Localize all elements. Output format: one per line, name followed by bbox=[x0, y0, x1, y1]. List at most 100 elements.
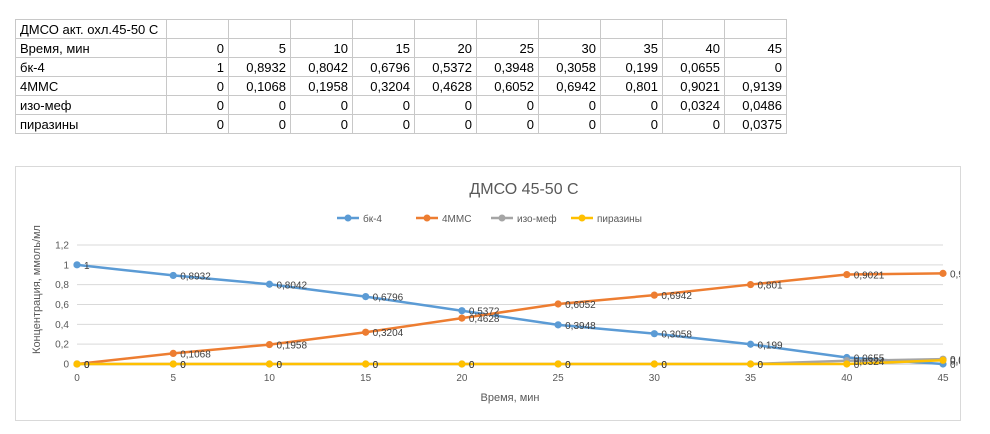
table-cell[interactable] bbox=[476, 19, 539, 39]
table-cell[interactable]: 0 bbox=[662, 114, 725, 134]
data-point bbox=[650, 330, 658, 338]
data-label: 0,199 bbox=[758, 340, 783, 351]
data-label: 0,3204 bbox=[373, 328, 404, 339]
data-label: 0,6052 bbox=[565, 300, 596, 311]
data-point bbox=[554, 321, 562, 329]
table-cell[interactable]: 0 bbox=[290, 114, 353, 134]
table-cell[interactable]: 0 bbox=[538, 114, 601, 134]
table-cell[interactable]: 0,801 bbox=[600, 76, 663, 96]
table-cell[interactable]: 0,9021 bbox=[662, 76, 725, 96]
row-label-cell[interactable]: изо-меф bbox=[15, 95, 167, 115]
table-cell[interactable]: 20 bbox=[414, 38, 477, 58]
table-cell[interactable] bbox=[600, 19, 663, 39]
row-label-cell[interactable]: Время, мин bbox=[15, 38, 167, 58]
table-cell[interactable]: 15 bbox=[352, 38, 415, 58]
data-label: 0,8932 bbox=[180, 271, 211, 282]
table-cell[interactable]: 0 bbox=[166, 95, 229, 115]
table-cell[interactable]: 0,8042 bbox=[290, 57, 353, 77]
legend-marker bbox=[578, 214, 586, 222]
table-cell[interactable] bbox=[414, 19, 477, 39]
data-label: 0,8042 bbox=[276, 280, 307, 291]
data-label: 0 bbox=[84, 360, 90, 371]
table-cell[interactable]: 0,199 bbox=[600, 57, 663, 77]
table-cell[interactable]: 0,4628 bbox=[414, 76, 477, 96]
data-label: 0,6942 bbox=[661, 291, 692, 302]
x-tick-label: 5 bbox=[170, 373, 176, 384]
data-label: 0,9021 bbox=[854, 271, 885, 282]
data-label: 0 bbox=[758, 360, 764, 371]
table-cell[interactable] bbox=[228, 19, 291, 39]
data-label: 0 bbox=[854, 360, 860, 371]
table-cell[interactable]: 25 bbox=[476, 38, 539, 58]
table-cell[interactable]: 0 bbox=[724, 57, 787, 77]
data-label: 0,0375 bbox=[950, 356, 960, 367]
data-point bbox=[362, 293, 370, 301]
table-cell[interactable]: 1 bbox=[166, 57, 229, 77]
table-cell[interactable]: 0 bbox=[600, 95, 663, 115]
table-cell[interactable]: 0 bbox=[414, 95, 477, 115]
table-row: бк-4 1 0,8932 0,8042 0,6796 0,5372 0,3948 0,305… bbox=[15, 57, 787, 77]
table-cell[interactable]: 30 bbox=[538, 38, 601, 58]
data-point bbox=[554, 300, 562, 308]
row-label-cell[interactable]: пиразины bbox=[15, 114, 167, 134]
table-cell[interactable]: 0,9139 bbox=[724, 76, 787, 96]
table-cell[interactable]: 0,3948 bbox=[476, 57, 539, 77]
y-tick-label: 1 bbox=[63, 260, 69, 271]
x-tick-label: 25 bbox=[553, 373, 565, 384]
row-label-cell[interactable]: 4ММС bbox=[15, 76, 167, 96]
table-cell[interactable]: 0,0375 bbox=[724, 114, 787, 134]
table-cell[interactable]: 0,6052 bbox=[476, 76, 539, 96]
table-cell[interactable]: 0 bbox=[166, 76, 229, 96]
table-cell[interactable]: 10 bbox=[290, 38, 353, 58]
series-line-2 bbox=[76, 272, 944, 366]
table-cell[interactable] bbox=[538, 19, 601, 39]
data-point bbox=[650, 291, 658, 299]
table-title-cell[interactable]: ДМСО акт. охл.45-50 С bbox=[15, 19, 167, 39]
table-cell[interactable]: 0 bbox=[290, 95, 353, 115]
x-tick-label: 30 bbox=[649, 373, 661, 384]
table-cell[interactable]: 0 bbox=[476, 95, 539, 115]
table-cell[interactable] bbox=[724, 19, 787, 39]
table-cell[interactable]: 0 bbox=[166, 38, 229, 58]
table-cell[interactable]: 0,3204 bbox=[352, 76, 415, 96]
table-cell[interactable]: 0,6942 bbox=[538, 76, 601, 96]
table-cell[interactable]: 0 bbox=[476, 114, 539, 134]
table-cell[interactable] bbox=[290, 19, 353, 39]
table-cell[interactable]: 0,1068 bbox=[228, 76, 291, 96]
data-label: 0 bbox=[373, 360, 379, 371]
table-cell[interactable]: 0,1958 bbox=[290, 76, 353, 96]
table-cell[interactable]: 0,8932 bbox=[228, 57, 291, 77]
table-cell[interactable]: 0 bbox=[414, 114, 477, 134]
table-cell[interactable] bbox=[662, 19, 725, 39]
table-cell[interactable]: 0 bbox=[600, 114, 663, 134]
table-cell[interactable]: 0 bbox=[538, 95, 601, 115]
data-point bbox=[746, 360, 755, 368]
table-cell[interactable]: 0 bbox=[352, 114, 415, 134]
table-cell[interactable]: 0,6796 bbox=[352, 57, 415, 77]
data-label: 0 bbox=[661, 360, 667, 371]
table-cell[interactable]: 45 bbox=[724, 38, 787, 58]
data-label: 0 bbox=[661, 360, 667, 371]
data-label: 0 bbox=[565, 360, 571, 371]
table-cell[interactable]: 0 bbox=[166, 114, 229, 134]
table-cell[interactable]: 0 bbox=[228, 114, 291, 134]
table-cell[interactable] bbox=[352, 19, 415, 39]
table-cell[interactable]: 35 bbox=[600, 38, 663, 58]
chart-container[interactable]: ДМСО 45-50 С бк-4 4ММС изо-меф пиразины 0 0,2 0… bbox=[15, 166, 961, 421]
table-cell[interactable]: 0,5372 bbox=[414, 57, 477, 77]
table-cell[interactable]: 0 bbox=[228, 95, 291, 115]
table-cell[interactable]: 0 bbox=[352, 95, 415, 115]
series-line-4 bbox=[77, 359, 944, 366]
row-label-cell[interactable]: бк-4 bbox=[15, 57, 167, 77]
table-cell[interactable]: 0,0655 bbox=[662, 57, 725, 77]
table-cell[interactable]: 5 bbox=[228, 38, 291, 58]
data-label: 1 bbox=[84, 261, 90, 272]
table-cell[interactable]: 0,3058 bbox=[538, 57, 601, 77]
table-cell[interactable]: 0,0486 bbox=[724, 95, 787, 115]
data-label: 0 bbox=[758, 360, 764, 371]
table-cell[interactable] bbox=[166, 19, 229, 39]
table-cell[interactable]: 40 bbox=[662, 38, 725, 58]
table-cell[interactable]: 0,0324 bbox=[662, 95, 725, 115]
data-label: 0,0486 bbox=[950, 355, 960, 366]
data-point bbox=[939, 269, 947, 277]
